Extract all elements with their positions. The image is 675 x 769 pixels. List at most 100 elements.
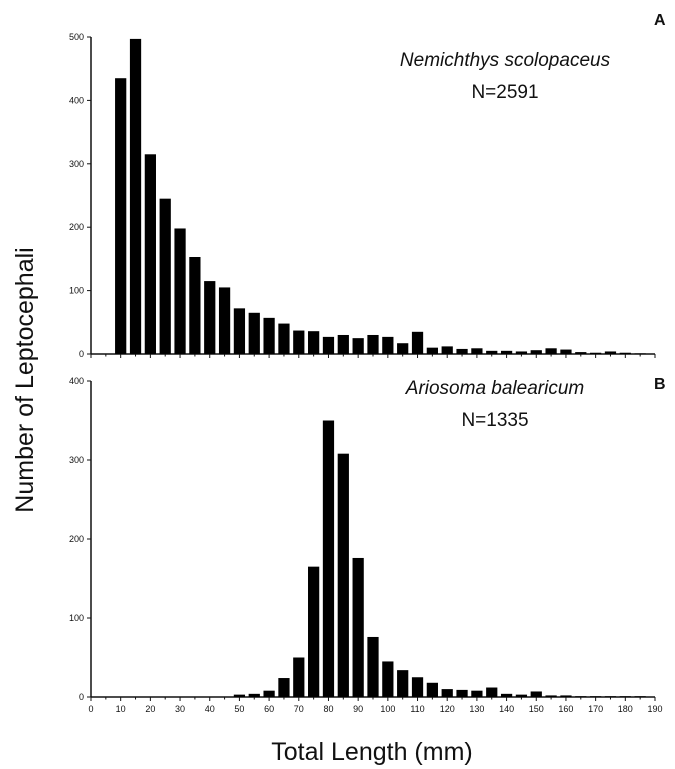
bar [411, 677, 424, 697]
bar [367, 636, 379, 697]
y-tick-label: 100 [69, 286, 84, 296]
x-tick-label: 70 [294, 704, 304, 714]
bar [545, 348, 557, 354]
bar [144, 154, 156, 354]
bar [367, 334, 379, 354]
bar [159, 198, 171, 354]
bar [545, 695, 557, 697]
x-tick-label: 180 [618, 704, 633, 714]
bar [619, 352, 631, 354]
y-tick-label: 400 [69, 376, 84, 386]
x-tick-label: 80 [323, 704, 333, 714]
bar [278, 678, 290, 697]
y-tick-label: 400 [69, 95, 84, 105]
bar [293, 330, 305, 354]
species-name: Nemichthys scolopaceus [400, 50, 611, 71]
x-tick-label: 170 [588, 704, 603, 714]
x-tick-label: 110 [410, 704, 424, 714]
bar [397, 343, 409, 354]
bar [560, 695, 572, 697]
y-tick-label: 500 [69, 32, 84, 42]
bar [204, 281, 216, 354]
y-axis-label: Number of Leptocephali [11, 247, 39, 512]
bar [471, 348, 483, 354]
y-tick-label: 0 [79, 349, 84, 359]
bar [233, 694, 246, 697]
x-tick-label: 90 [353, 704, 363, 714]
x-tick-label: 150 [529, 704, 544, 714]
y-tick-label: 300 [69, 159, 84, 169]
bar [575, 352, 587, 354]
bar [590, 352, 602, 354]
sample-size: N=1335 [461, 410, 528, 431]
bar [263, 317, 275, 354]
bar [515, 694, 528, 697]
bar [500, 350, 513, 354]
x-tick-label: 120 [440, 704, 455, 714]
bar [575, 696, 587, 698]
bar [426, 682, 438, 697]
x-tick-label: 60 [264, 704, 274, 714]
bar [500, 693, 513, 697]
bar [634, 696, 646, 698]
bar [278, 323, 290, 354]
panel-letter: B [654, 376, 666, 393]
bar [619, 696, 631, 698]
bar [308, 566, 320, 697]
sample-size: N=2591 [471, 82, 538, 103]
bar [293, 657, 305, 697]
bar [352, 557, 364, 697]
y-tick-label: 100 [69, 613, 84, 623]
bar [590, 696, 602, 698]
x-tick-label: 100 [380, 704, 395, 714]
bar [129, 38, 142, 355]
x-tick-label: 20 [145, 704, 155, 714]
bar [337, 453, 349, 697]
bar [263, 690, 275, 697]
bar [486, 687, 498, 697]
bar [426, 347, 438, 354]
panel-a: 0 100 200 300 400 500 Nemichthys scolopaceus N=… [69, 12, 666, 359]
bar [411, 331, 424, 354]
bar [441, 346, 453, 354]
bar [382, 336, 394, 354]
bar [174, 228, 186, 354]
bar [248, 312, 260, 354]
bar [189, 257, 201, 354]
chart-panels: 0 100 200 300 400 500 Nemichthys scolopaceus N=… [69, 12, 666, 714]
bar [233, 308, 246, 354]
x-axis-label: Total Length (mm) [271, 738, 472, 766]
bar [471, 690, 483, 697]
x-tick-label: 10 [116, 704, 126, 714]
species-name: Ariosoma balearicum [405, 378, 584, 399]
x-tick-label: 140 [499, 704, 514, 714]
bar [456, 689, 468, 697]
bar [248, 693, 260, 697]
bar [352, 338, 364, 354]
y-tick-label: 200 [69, 534, 84, 544]
x-tick-label: 160 [558, 704, 573, 714]
bar [560, 349, 572, 354]
bar [397, 670, 409, 697]
bar [634, 353, 646, 355]
y-tick-label: 300 [69, 455, 84, 465]
y-tick-label: 200 [69, 222, 84, 232]
bar [337, 334, 349, 354]
bar [604, 351, 617, 354]
bar [441, 689, 453, 697]
x-tick-label: 50 [234, 704, 244, 714]
bar [604, 696, 617, 698]
bar [515, 351, 528, 354]
panel-b: 0 100 200 300 400 0 10 20 30 40 50 60 70 80 90 100 110 12… [69, 376, 666, 714]
bar [218, 287, 231, 354]
bar [486, 350, 498, 354]
x-tick-label: 30 [175, 704, 185, 714]
bar [115, 78, 127, 355]
x-tick-label: 40 [205, 704, 215, 714]
bar [322, 336, 335, 354]
panel-letter: A [654, 12, 666, 29]
x-tick-label: 130 [469, 704, 484, 714]
bar [322, 420, 335, 697]
bar [308, 331, 320, 354]
